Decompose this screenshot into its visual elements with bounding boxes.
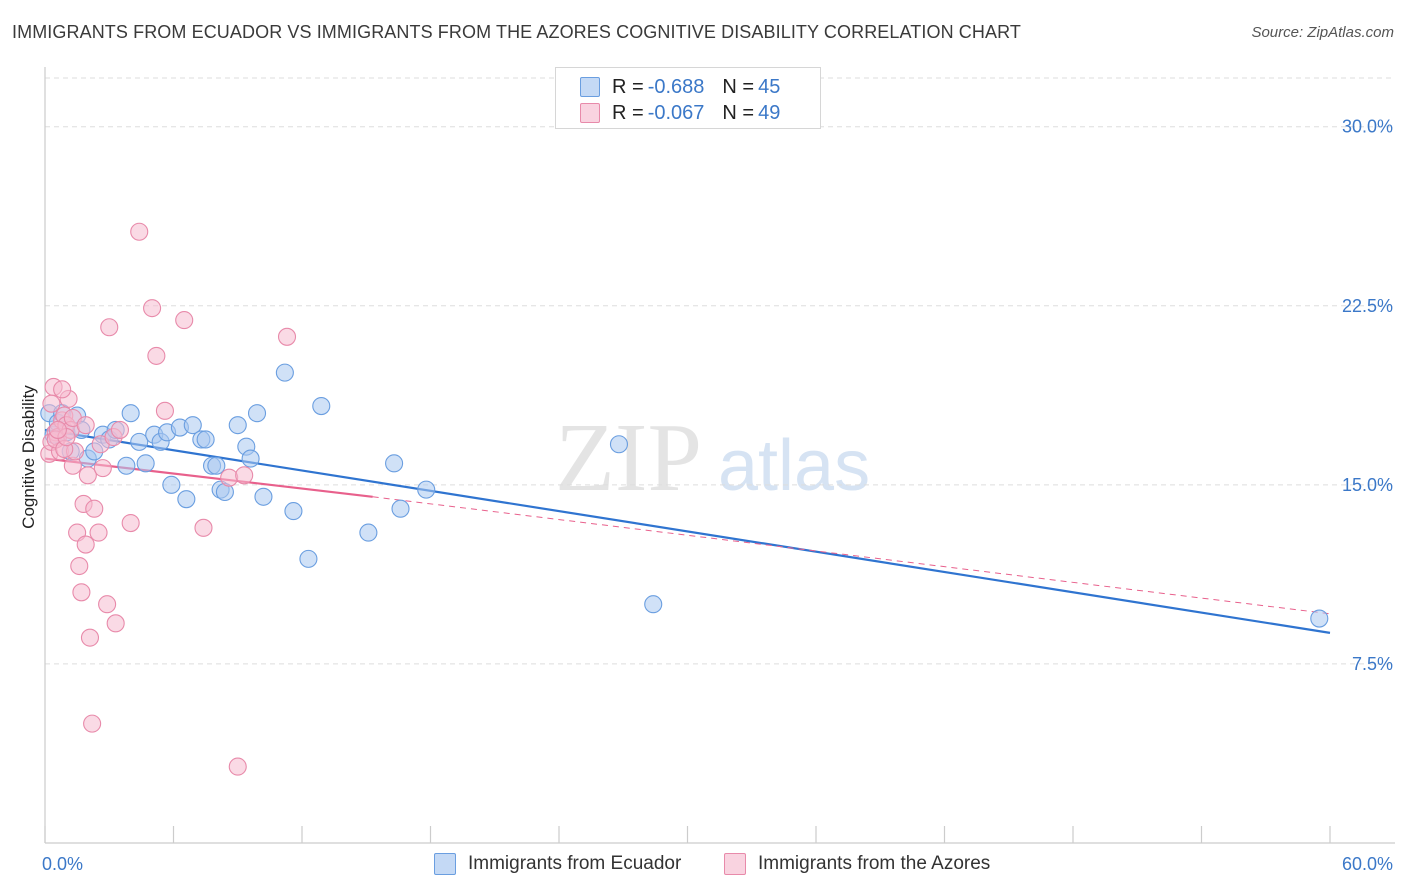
legend-swatch-pink [580,103,600,123]
grid-layer [45,77,1395,665]
ecuador-point [385,454,404,473]
bottom-legend-swatch-blue [434,853,456,875]
ecuador-point [417,480,436,499]
ecuador-point [162,475,181,494]
azores-point [110,420,130,439]
y-tick-label: 15.0% [1342,475,1393,495]
ecuador-point [299,549,318,568]
x-tick-label: 60.0% [1342,854,1393,874]
ecuador-point [196,430,215,449]
ecuador-point [117,456,136,475]
points-layer [40,222,1329,776]
bottom-legend-azores: Immigrants from the Azores [724,850,990,878]
azores-point [228,757,247,776]
azores-trend-line-extension [372,496,1331,615]
azores-point [194,518,213,537]
y-tick-label: 30.0% [1342,117,1393,137]
azores-point [89,523,108,542]
legend-row-ecuador: R = -0.688 N = 45 [580,73,780,101]
bottom-legend-label-azores: Immigrants from the Azores [758,853,991,874]
watermark: ZIP atlas [555,404,870,512]
azores-point [42,394,61,413]
azores-point [80,628,100,647]
legend-row-azores: R = -0.067 N = 49 [580,99,780,127]
azores-point [277,327,297,346]
azores-point [76,535,95,554]
legend-n-label: N = [722,75,755,98]
bottom-legend-label-ecuador: Immigrants from Ecuador [468,853,682,874]
azores-point [76,416,95,435]
azores-point [83,714,102,733]
legend: R = -0.688 N = 45 R = -0.067 N = 49 [555,67,821,129]
ecuador-point [359,523,378,542]
ecuador-point [609,435,629,454]
ecuador-point [183,416,202,435]
ecuador-point [247,404,267,423]
azores-point [70,556,89,576]
azores-point [48,420,67,439]
y-tick-label: 22.5% [1342,296,1393,316]
ecuador-point [284,502,303,521]
legend-r-value: -0.688 [647,75,705,98]
ecuador-point [177,490,196,509]
azores-point [98,595,117,614]
azores-point [72,583,91,602]
azores-point [130,222,149,241]
tick-label-layer: 7.5% 15.0% 22.5% 30.0% 0.0% 60.0% [42,117,1393,874]
azores-point [85,499,104,518]
ecuador-point [1310,609,1329,628]
ecuador-point [228,416,247,435]
legend-n-label: N = [722,101,755,124]
bottom-legend-ecuador: Immigrants from Ecuador [434,850,681,878]
ecuador-point [312,397,331,416]
ecuador-point [254,487,273,506]
azores-point [121,513,140,533]
legend-r-value: -0.067 [647,101,705,124]
azores-point [143,299,162,318]
legend-swatch-blue [580,77,600,97]
azores-point [235,466,254,485]
legend-n-value: 49 [758,101,781,124]
azores-point [220,468,239,487]
azores-point [53,380,72,399]
azores-point [100,318,119,337]
azores-point [106,614,125,633]
x-tick-label: 0.0% [42,854,83,874]
ecuador-point [130,432,149,451]
ecuador-point [391,499,410,518]
azores-point [147,346,166,365]
ecuador-point [207,456,226,475]
ecuador-point [644,595,663,614]
y-tick-label: 7.5% [1352,654,1393,674]
ecuador-point [275,363,294,382]
ecuador-point [241,449,260,468]
y-axis-label: Cognitive Disability [19,385,38,529]
chart-title: IMMIGRANTS FROM ECUADOR VS IMMIGRANTS FR… [12,22,1021,42]
azores-point [175,311,194,330]
watermark-zip: ZIP [555,404,702,512]
bottom-legend-swatch-pink [724,853,746,875]
legend-r-label: R = [612,101,644,124]
ecuador-trend-line [44,428,1331,634]
ecuador-point [121,404,140,423]
azores-point [155,401,174,420]
chart-source: Source: ZipAtlas.com [1251,24,1394,41]
legend-n-value: 45 [758,75,781,98]
azores-point [93,459,112,478]
azores-point [78,466,97,485]
watermark-atlas: atlas [718,426,870,506]
ecuador-point [136,454,155,473]
legend-r-label: R = [612,75,644,98]
